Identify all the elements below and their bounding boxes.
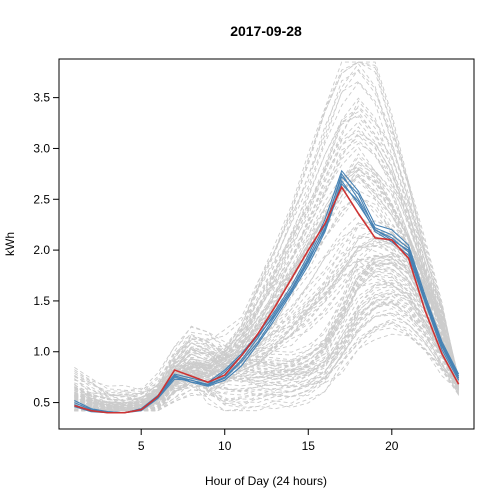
chart-title: 2017-09-28 [230,23,302,39]
y-tick-label: 0.5 [33,396,50,410]
background-profile-line [74,70,460,391]
background-profile-line [74,193,460,412]
background-profile-line [74,238,460,412]
y-axis-label: kWh [3,232,17,256]
background-profile-line [74,262,460,397]
background-profile-line [74,80,460,398]
background-profile-line [74,282,460,402]
background-profile-line [74,312,460,412]
background-profile-line [74,302,460,406]
background-profile-line [74,245,460,411]
highlighted-series [74,169,460,414]
background-profile-line [74,61,460,411]
similar-day-line [74,183,460,414]
x-tick-label: 20 [385,439,399,453]
background-profile-line [74,261,460,395]
background-profiles [74,61,460,412]
background-profile-line [74,322,459,412]
similar-day-line [74,179,460,414]
background-profile-line [74,271,460,406]
y-tick-label: 2.5 [33,192,50,206]
background-profile-line [74,279,460,404]
y-tick-label: 1.5 [33,294,50,308]
background-profile-line [74,62,460,401]
background-profile-line [74,220,460,407]
background-profile-line [74,228,460,409]
background-profile-line [74,268,460,412]
background-profile-line [74,232,460,409]
background-profile-line [74,291,460,409]
y-tick-label: 3.5 [33,91,50,105]
background-profile-line [74,105,460,410]
x-axis-label: Hour of Day (24 hours) [205,474,327,488]
background-profile-line [74,253,460,405]
x-tick-label: 10 [218,439,232,453]
background-profile-line [74,114,460,402]
background-profile-line [74,81,460,409]
y-tick-label: 3.0 [33,141,50,155]
background-profile-line [74,254,460,392]
background-profile-line [74,260,460,412]
background-profile-line [74,169,460,405]
x-tick-label: 15 [302,439,316,453]
background-profile-line [74,195,460,412]
background-profile-line [74,275,460,399]
target-day-line [74,185,460,414]
x-axis: 5 10 15 20 [138,429,399,453]
plot-frame [58,58,475,430]
background-profile-line [74,322,460,412]
background-profile-line [74,106,460,397]
x-tick-label: 5 [138,439,145,453]
background-profile-line [74,111,460,408]
background-profile-line [74,295,460,412]
background-profile-line [74,301,460,411]
y-axis: 0.5 1.0 1.5 2.0 2.5 3.0 3.5 [33,91,59,410]
y-tick-label: 1.0 [33,345,50,359]
y-tick-label: 2.0 [33,243,50,257]
background-profile-line [74,284,460,411]
background-profile-line [74,292,460,407]
